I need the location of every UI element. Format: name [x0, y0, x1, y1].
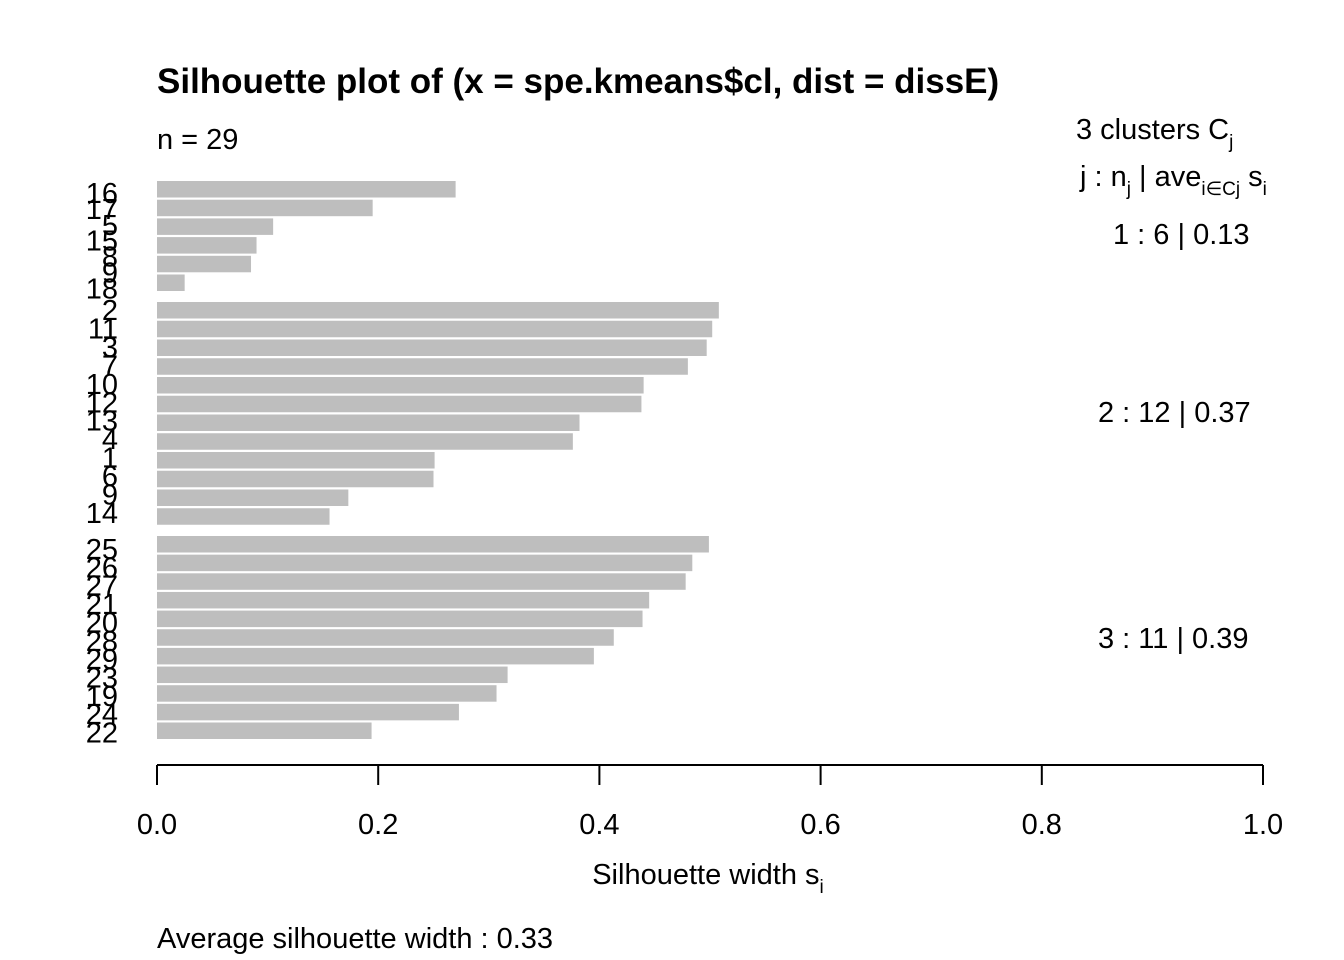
x-tick-label: 0.2: [358, 809, 398, 841]
silhouette-bar: [157, 218, 274, 235]
silhouette-bar: [157, 199, 373, 217]
silhouette-bar: [157, 591, 650, 609]
cluster-summary: 2 : 12 | 0.37: [1098, 397, 1251, 429]
observation-label: 3: [102, 332, 118, 364]
column-header-nj-sub: j: [1126, 179, 1131, 200]
silhouette-bar: [157, 508, 330, 525]
observation-label: 28: [86, 626, 118, 658]
x-axis-label: Silhouette width si: [592, 859, 824, 898]
observation-label: 10: [86, 369, 118, 401]
clusters-header-text: 3 clusters C: [1076, 114, 1229, 146]
observation-label: 17: [86, 194, 118, 226]
column-header: j : nj | avei∈Cj si: [1079, 161, 1267, 200]
silhouette-bar: [157, 395, 642, 413]
clusters-header: 3 clusters Cj: [1076, 114, 1233, 153]
silhouette-bar: [157, 181, 456, 198]
bars-group: [157, 181, 719, 739]
x-tick-label: 0.4: [579, 809, 619, 841]
silhouette-bar: [157, 274, 185, 291]
silhouette-bar: [157, 358, 688, 375]
observation-label: 7: [102, 350, 118, 382]
cluster-summary: 3 : 11 | 0.39: [1098, 623, 1249, 655]
observation-label: 4: [102, 424, 118, 456]
silhouette-bar: [157, 489, 349, 506]
x-tick-label: 0.6: [800, 809, 840, 841]
x-axis-ticks: 0.0 0.2 0.4 0.6 0.8 1.0: [137, 765, 1283, 841]
observation-label: 21: [86, 589, 118, 621]
clusters-header-sub: j: [1228, 132, 1233, 153]
silhouette-bar: [157, 722, 372, 739]
observation-label: 16: [86, 178, 118, 210]
observation-label: 24: [86, 699, 118, 731]
silhouette-bar: [157, 320, 713, 338]
observation-label: 1: [102, 443, 118, 475]
observation-label: 20: [86, 607, 118, 639]
observation-label: 9: [102, 258, 118, 290]
cluster-summaries: 1 : 6 | 0.13 2 : 12 | 0.37 3 : 11 | 0.39: [1098, 219, 1251, 655]
n-label: n = 29: [157, 124, 238, 156]
observation-label: 8: [102, 242, 118, 274]
silhouette-bar: [157, 414, 580, 431]
silhouette-bar: [157, 666, 508, 684]
x-tick-label: 1.0: [1243, 809, 1283, 841]
silhouette-bar: [157, 339, 707, 356]
cluster-summary: 1 : 6 | 0.13: [1113, 219, 1250, 251]
chart-title: Silhouette plot of (x = spe.kmeans$cl, d…: [157, 62, 999, 101]
silhouette-bar: [157, 377, 644, 394]
silhouette-bar: [157, 703, 459, 721]
observation-labels: 1617515891821137101213416914252627212028…: [86, 178, 118, 750]
observation-label: 22: [86, 718, 118, 750]
silhouette-bar: [157, 433, 573, 450]
silhouette-bar: [157, 647, 594, 665]
silhouette-bar: [157, 685, 497, 702]
silhouette-bar: [157, 255, 252, 273]
observation-label: 29: [86, 644, 118, 676]
silhouette-bar: [157, 536, 709, 553]
silhouette-bar: [157, 610, 643, 628]
observation-label: 23: [86, 662, 118, 694]
observation-label: 5: [102, 210, 118, 242]
silhouette-bar: [157, 573, 686, 590]
column-header-s-sub: i: [1263, 179, 1267, 200]
observation-label: 25: [86, 534, 118, 566]
silhouette-bar: [157, 554, 693, 572]
column-header-ave-sub: i∈Cj: [1201, 179, 1240, 200]
observation-label: 12: [86, 387, 118, 419]
silhouette-bar: [157, 629, 614, 646]
x-axis-label-text: Silhouette width s: [592, 859, 819, 891]
column-header-ave: | ave: [1131, 161, 1201, 193]
x-axis-label-sub: i: [820, 877, 824, 898]
observation-label: 14: [86, 498, 118, 530]
observation-label: 2: [102, 295, 118, 327]
silhouette-bar: [157, 302, 719, 319]
observation-label: 18: [86, 273, 118, 305]
silhouette-bar: [157, 470, 434, 488]
observation-label: 26: [86, 552, 118, 584]
column-header-nj: j : n: [1079, 161, 1127, 193]
observation-label: 11: [88, 313, 118, 345]
observation-label: 27: [86, 571, 118, 603]
x-tick-label: 0.8: [1022, 809, 1062, 841]
silhouette-bar: [157, 237, 257, 254]
observation-label: 6: [102, 461, 118, 493]
observation-label: 15: [86, 226, 118, 258]
observation-label: 13: [86, 406, 118, 438]
x-tick-label: 0.0: [137, 809, 177, 841]
column-header-s: s: [1240, 161, 1263, 193]
average-silhouette-width: Average silhouette width : 0.33: [157, 923, 553, 955]
observation-label: 9: [102, 480, 118, 512]
silhouette-bar: [157, 452, 435, 469]
observation-label: 19: [86, 681, 118, 713]
